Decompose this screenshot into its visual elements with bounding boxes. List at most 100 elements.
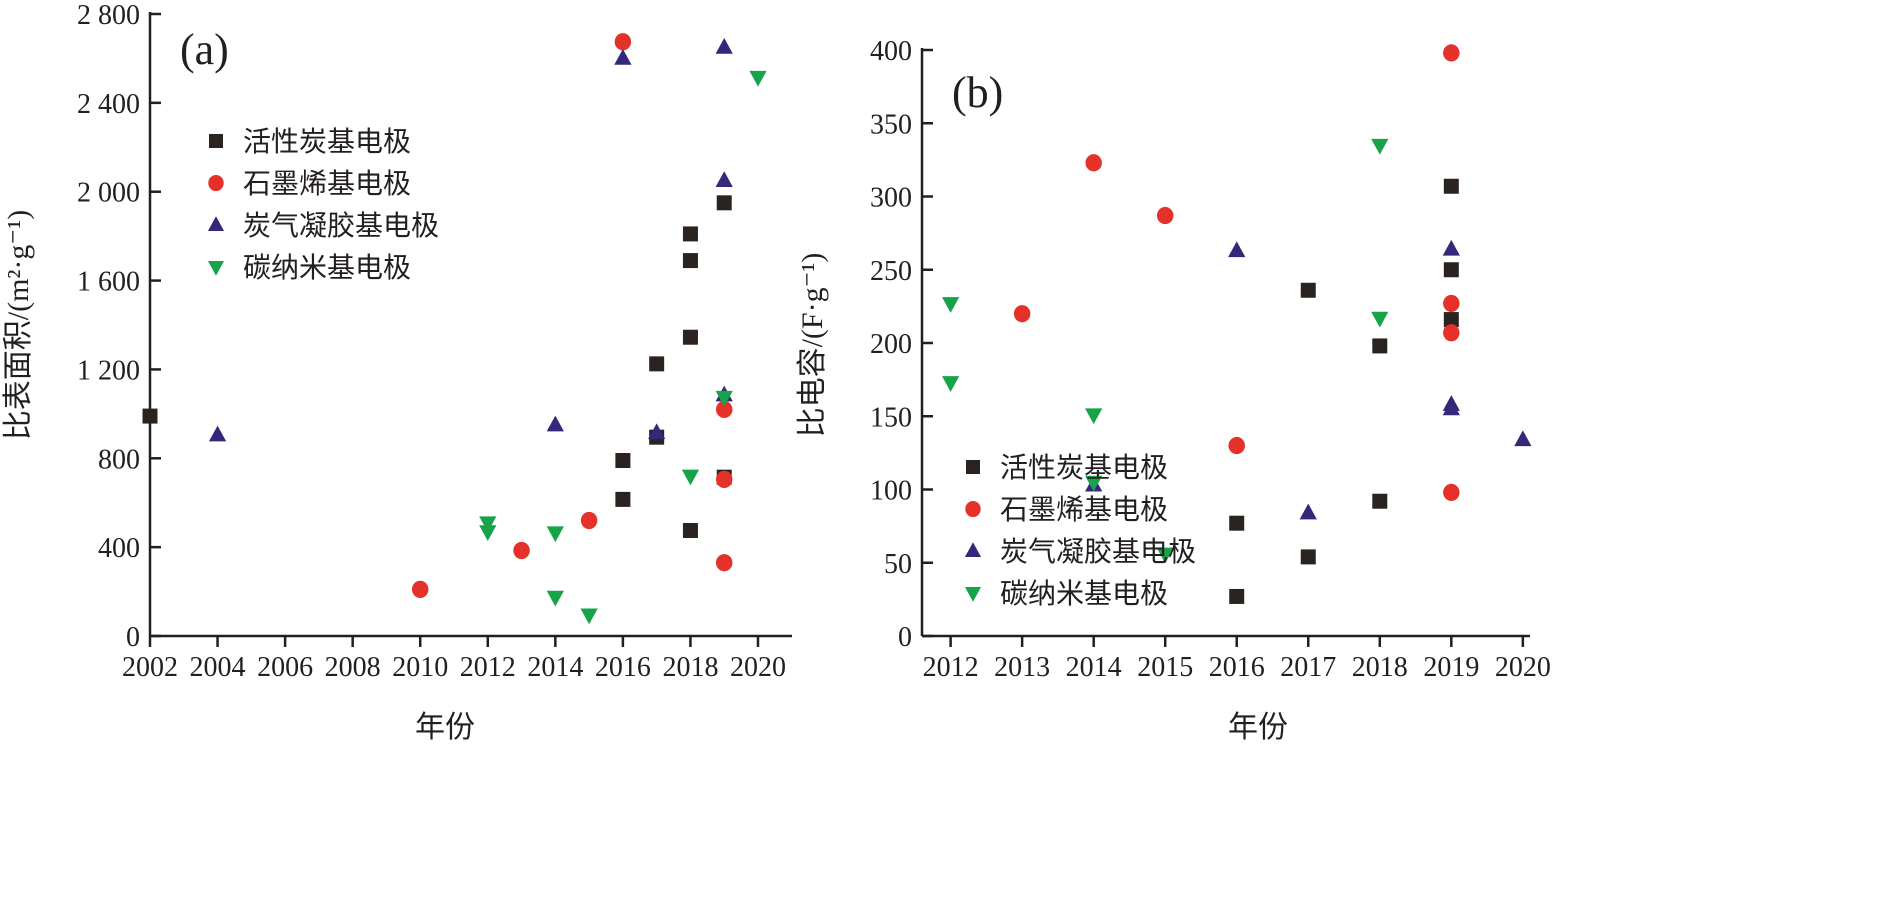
x-tick-label: 2018 [1352,652,1408,683]
legend-label: 碳纳米基电极 [1000,578,1168,610]
legend-marker-square [966,460,980,474]
data-point-triangle-down [681,469,700,486]
data-point-triangle-up [715,37,733,54]
data-point-triangle-down [479,516,497,533]
data-point-triangle-up [1442,239,1460,256]
data-point-triangle-down [546,526,564,543]
legend-label: 炭气凝胶基电极 [1000,536,1196,568]
data-point-circle [1443,324,1460,342]
data-point-triangle-up [546,415,564,432]
data-point-triangle-up [648,423,666,440]
legend-marker-square [209,134,223,148]
y-tick-label: 2 400 [77,89,140,120]
panel-label: (b) [952,68,1003,117]
data-point-square [615,491,631,507]
y-tick-label: 1 200 [77,355,140,386]
x-tick-label: 2016 [1209,652,1265,683]
panel-label: (a) [180,25,229,74]
x-tick-label: 2020 [730,652,786,683]
x-axis-title: 年份 [415,711,475,744]
data-point-circle [614,33,632,51]
data-point-circle [411,580,429,598]
data-point-square [682,329,698,345]
data-point-square [1300,282,1316,298]
y-axis-title: 比电容/(F·g⁻¹) [796,253,829,438]
data-point-triangle-up [1442,399,1460,416]
y-tick-label: 300 [870,183,912,214]
y-tick-label: 350 [870,109,912,140]
legend-label: 石墨烯基电极 [1000,494,1168,526]
data-point-square [649,356,665,372]
data-point-square [1443,178,1459,194]
legend-label: 碳纳米基电极 [243,252,411,284]
data-point-square [1443,312,1459,328]
data-point-circle [1443,44,1460,62]
data-point-triangle-down [1156,547,1174,564]
x-tick-label: 2018 [662,652,718,683]
data-point-triangle-up [208,425,227,442]
x-tick-label: 2008 [325,652,381,683]
x-tick-label: 2013 [994,652,1050,683]
legend-marker-triangle-up [964,542,982,557]
data-point-triangle-down [941,376,960,392]
legend-marker-circle [965,500,981,518]
data-point-triangle-up [1299,503,1317,520]
x-tick-label: 2016 [595,652,651,683]
data-point-square [1372,493,1388,509]
data-point-circle [715,400,733,419]
y-tick-label: 2 800 [77,0,140,31]
data-point-triangle-down [749,70,767,87]
data-point-triangle-down [546,590,564,607]
legend-marker-triangle-down [964,587,982,602]
data-point-circle [580,511,598,530]
data-point-square [615,453,631,469]
y-tick-label: 2 000 [77,178,140,209]
legend-label: 炭气凝胶基电极 [243,210,439,242]
data-point-circle [1013,305,1031,323]
data-point-square [1229,515,1245,531]
y-tick-label: 150 [870,402,912,433]
data-point-square [682,253,698,269]
data-point-square [682,522,698,538]
data-point-circle [1085,154,1102,172]
x-tick-label: 2010 [392,652,448,683]
x-axis-title: 年份 [1228,711,1288,744]
data-point-square [1372,338,1388,354]
legend-label: 活性炭基电极 [243,126,411,158]
x-tick-label: 2019 [1423,652,1479,683]
data-point-square [1300,549,1316,565]
x-tick-label: 2002 [122,652,178,683]
y-tick-label: 400 [870,36,912,67]
data-point-square [716,195,732,211]
data-point-triangle-down [715,390,733,407]
legend-marker-triangle-down [207,261,225,276]
data-point-square [1443,262,1459,278]
x-tick-label: 2017 [1280,652,1336,683]
data-point-circle [1156,206,1174,225]
y-tick-label: 250 [870,256,912,287]
y-tick-label: 50 [884,549,912,580]
data-point-triangle-down [1371,311,1389,328]
y-axis-title: 比表面积/(m²·g⁻¹) [2,210,35,440]
data-point-circle [715,554,733,572]
data-point-triangle-down [479,525,497,541]
legend-label: 活性炭基电极 [1000,452,1168,484]
data-point-circle [1443,483,1460,502]
x-tick-label: 2004 [190,652,246,683]
x-tick-label: 2020 [1495,652,1551,683]
data-point-triangle-down [1371,138,1389,155]
data-point-triangle-up [715,171,733,187]
legend-label: 石墨烯基电极 [243,168,411,200]
data-point-triangle-down [941,297,960,313]
y-tick-label: 0 [126,622,140,653]
x-tick-label: 2012 [923,652,979,683]
data-point-triangle-up [614,49,632,65]
data-point-triangle-up [1228,241,1246,258]
data-point-triangle-down [580,608,598,625]
x-tick-label: 2015 [1137,652,1193,683]
data-point-triangle-up [1514,430,1532,447]
x-tick-label: 2012 [460,652,516,683]
y-tick-label: 400 [98,533,140,564]
data-point-circle [715,470,733,489]
data-point-triangle-down [1085,408,1103,425]
